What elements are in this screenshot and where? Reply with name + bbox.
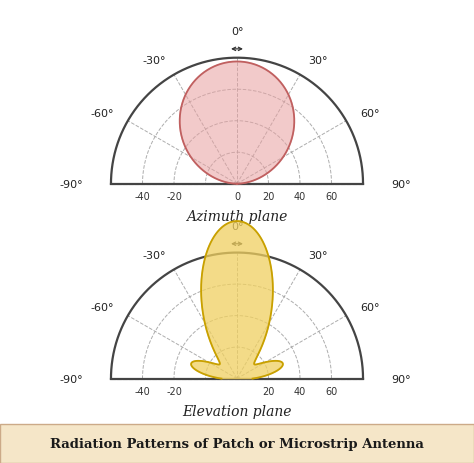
FancyBboxPatch shape bbox=[0, 424, 474, 463]
Text: -20: -20 bbox=[166, 192, 182, 202]
Text: Radiation Patterns of Patch or Microstrip Antenna: Radiation Patterns of Patch or Microstri… bbox=[50, 437, 424, 450]
Text: 90°: 90° bbox=[391, 374, 410, 384]
Text: -60°: -60° bbox=[90, 303, 114, 313]
Text: 40: 40 bbox=[294, 192, 306, 202]
Text: 30°: 30° bbox=[308, 251, 328, 261]
Text: -30°: -30° bbox=[142, 251, 166, 261]
Text: 0°: 0° bbox=[231, 222, 243, 232]
Text: -60°: -60° bbox=[90, 108, 114, 118]
Text: -20: -20 bbox=[166, 386, 182, 396]
Text: 60: 60 bbox=[325, 192, 337, 202]
Text: -30°: -30° bbox=[142, 56, 166, 66]
Text: -40: -40 bbox=[135, 386, 150, 396]
Text: 30°: 30° bbox=[308, 56, 328, 66]
Text: 90°: 90° bbox=[391, 179, 410, 189]
Text: -90°: -90° bbox=[60, 374, 83, 384]
Text: 60°: 60° bbox=[360, 303, 380, 313]
Text: -90°: -90° bbox=[60, 179, 83, 189]
Text: 20: 20 bbox=[262, 386, 275, 396]
Text: 60: 60 bbox=[325, 386, 337, 396]
Text: 40: 40 bbox=[294, 386, 306, 396]
Text: -40: -40 bbox=[135, 192, 150, 202]
Polygon shape bbox=[180, 63, 294, 184]
Text: Elevation plane: Elevation plane bbox=[182, 404, 292, 418]
Text: 20: 20 bbox=[262, 192, 275, 202]
Text: Azimuth plane: Azimuth plane bbox=[186, 209, 288, 224]
Text: 0°: 0° bbox=[231, 27, 243, 37]
Text: 0: 0 bbox=[234, 192, 240, 202]
Polygon shape bbox=[191, 222, 283, 379]
Text: 60°: 60° bbox=[360, 108, 380, 118]
